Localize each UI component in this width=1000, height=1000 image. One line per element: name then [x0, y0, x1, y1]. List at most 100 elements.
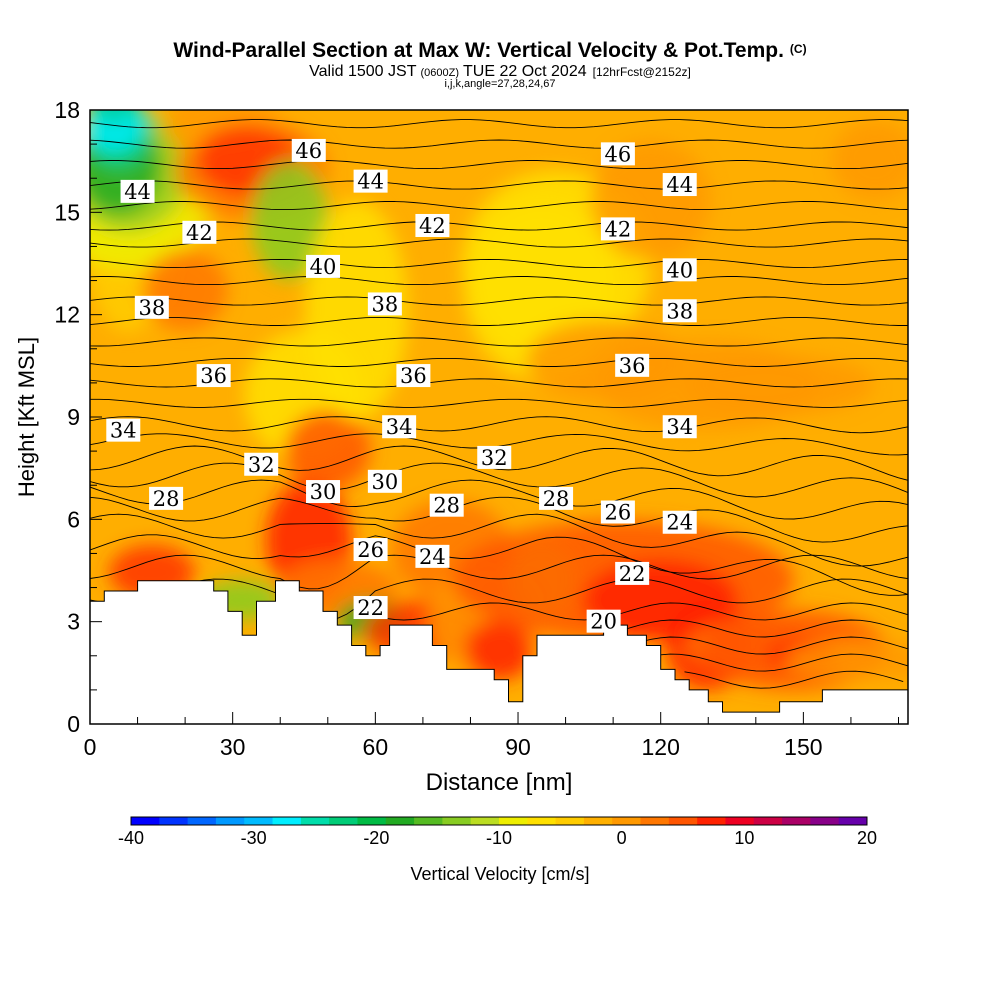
x-tick-label: 30 [220, 734, 246, 760]
contour-label: 36 [400, 364, 427, 388]
contour-label-bg [367, 469, 402, 493]
contour-label: 24 [419, 545, 446, 569]
contour-label: 28 [433, 494, 460, 518]
contour-label-bg [415, 213, 450, 237]
contour-label: 32 [248, 453, 275, 477]
colorbar-swatch [414, 817, 443, 825]
y-axis-label: Height [Kft MSL] [14, 337, 39, 497]
contour-label: 24 [666, 511, 693, 535]
chart-title: Wind-Parallel Section at Max W: Vertical… [173, 39, 806, 62]
contour-label-bg [353, 596, 388, 620]
contour-label-bg [662, 415, 697, 439]
theta-line [90, 139, 908, 149]
contour-label: 36 [200, 364, 227, 388]
y-tick-label: 12 [54, 302, 80, 328]
theta-line [90, 160, 908, 170]
x-tick-label: 120 [642, 734, 680, 760]
colorbar-swatch [244, 817, 274, 825]
contour-label: 22 [357, 596, 384, 620]
subtitle-forecast: [12hrFcst@2152z] [593, 65, 691, 79]
contour-label-bg [415, 544, 450, 568]
contour-label: 34 [666, 415, 693, 439]
x-tick-label: 150 [784, 734, 822, 760]
colorbar-swatch [131, 817, 160, 825]
colorbar-swatch [810, 817, 840, 825]
colorbar-swatch [187, 817, 217, 825]
theta-line [90, 238, 908, 248]
theta-line [90, 398, 908, 408]
contour-label-bg [306, 254, 341, 278]
colorbar-swatch [442, 817, 472, 825]
contour-label-bg [662, 299, 697, 323]
colorbar-tick-label: -30 [241, 828, 267, 848]
theta-line [90, 221, 908, 231]
contour-label: 42 [419, 214, 446, 238]
contour-label: 28 [153, 487, 180, 511]
colorbar [130, 816, 868, 826]
y-tick-label: 15 [54, 199, 80, 225]
x-tick-label: 90 [505, 734, 531, 760]
colorbar-swatch [357, 817, 387, 825]
x-tick-label: 0 [84, 734, 97, 760]
contour-label-bg [182, 220, 217, 244]
contour-label: 44 [357, 170, 384, 194]
colorbar-swatch [470, 817, 500, 825]
contour-label-bg [615, 353, 650, 377]
contour-label-bg [539, 486, 574, 510]
velocity-patch [685, 355, 874, 415]
theta-line [90, 357, 908, 367]
velocity-patch [783, 640, 908, 680]
theta-contours [90, 119, 908, 689]
contour-label: 26 [357, 538, 384, 562]
contour-label-bg [367, 292, 402, 316]
colorbar-swatch [725, 817, 755, 825]
contour-label: 40 [310, 255, 337, 279]
theta-line [684, 670, 904, 689]
contour-label: 38 [371, 292, 398, 316]
contour-label-bg [244, 452, 279, 476]
theta-line [90, 119, 908, 129]
theta-line [90, 296, 908, 306]
terrain-mask [90, 580, 908, 724]
velocity-patch [93, 110, 134, 123]
velocity-patch [831, 120, 908, 200]
contour-label: 30 [310, 480, 337, 504]
x-axis-ticks: 0 30 60 90 120 150 [84, 712, 899, 760]
contour-label-bg [353, 169, 388, 193]
contour-label-bg [106, 418, 141, 442]
theta-line [90, 416, 908, 434]
contour-label: 26 [605, 501, 632, 525]
colorbar-swatch [329, 817, 358, 825]
contour-label-bg [134, 295, 169, 319]
y-tick-label: 9 [67, 404, 80, 430]
y-tick-label: 6 [67, 506, 80, 532]
contour-label-bg [196, 364, 231, 388]
contour-label: 30 [371, 470, 398, 494]
velocity-patch [90, 110, 144, 153]
chart-title-text: Wind-Parallel Section at Max W: Vertical… [173, 39, 784, 62]
contour-label: 42 [186, 221, 213, 245]
contour-label: 38 [138, 296, 165, 320]
contour-label: 40 [666, 258, 693, 282]
theta-line [90, 180, 908, 190]
colorbar-tick-label: -10 [486, 828, 512, 848]
colorbar-swatch [385, 817, 415, 825]
colorbar-swatch [300, 817, 330, 825]
contour-label-bg [396, 364, 431, 388]
contour-label: 34 [386, 415, 413, 439]
colorbar-tick-label: -40 [118, 828, 144, 848]
theta-line [612, 653, 908, 672]
contour-label-bg [291, 138, 326, 162]
contour-label-bg [600, 142, 635, 166]
velocity-patch [251, 160, 329, 280]
colorbar-swatch [612, 817, 642, 825]
terrain-outline [90, 580, 908, 713]
theta-line [90, 479, 908, 520]
contour-label: 44 [666, 173, 693, 197]
colorbar-swatch [555, 817, 585, 825]
colorbar-swatch [272, 817, 302, 825]
colorbar-swatch [697, 817, 726, 825]
theta-line [90, 276, 908, 286]
contour-label-bg [600, 217, 635, 241]
y-axis-ticks: 0 3 6 9 12 15 18 [54, 97, 102, 737]
